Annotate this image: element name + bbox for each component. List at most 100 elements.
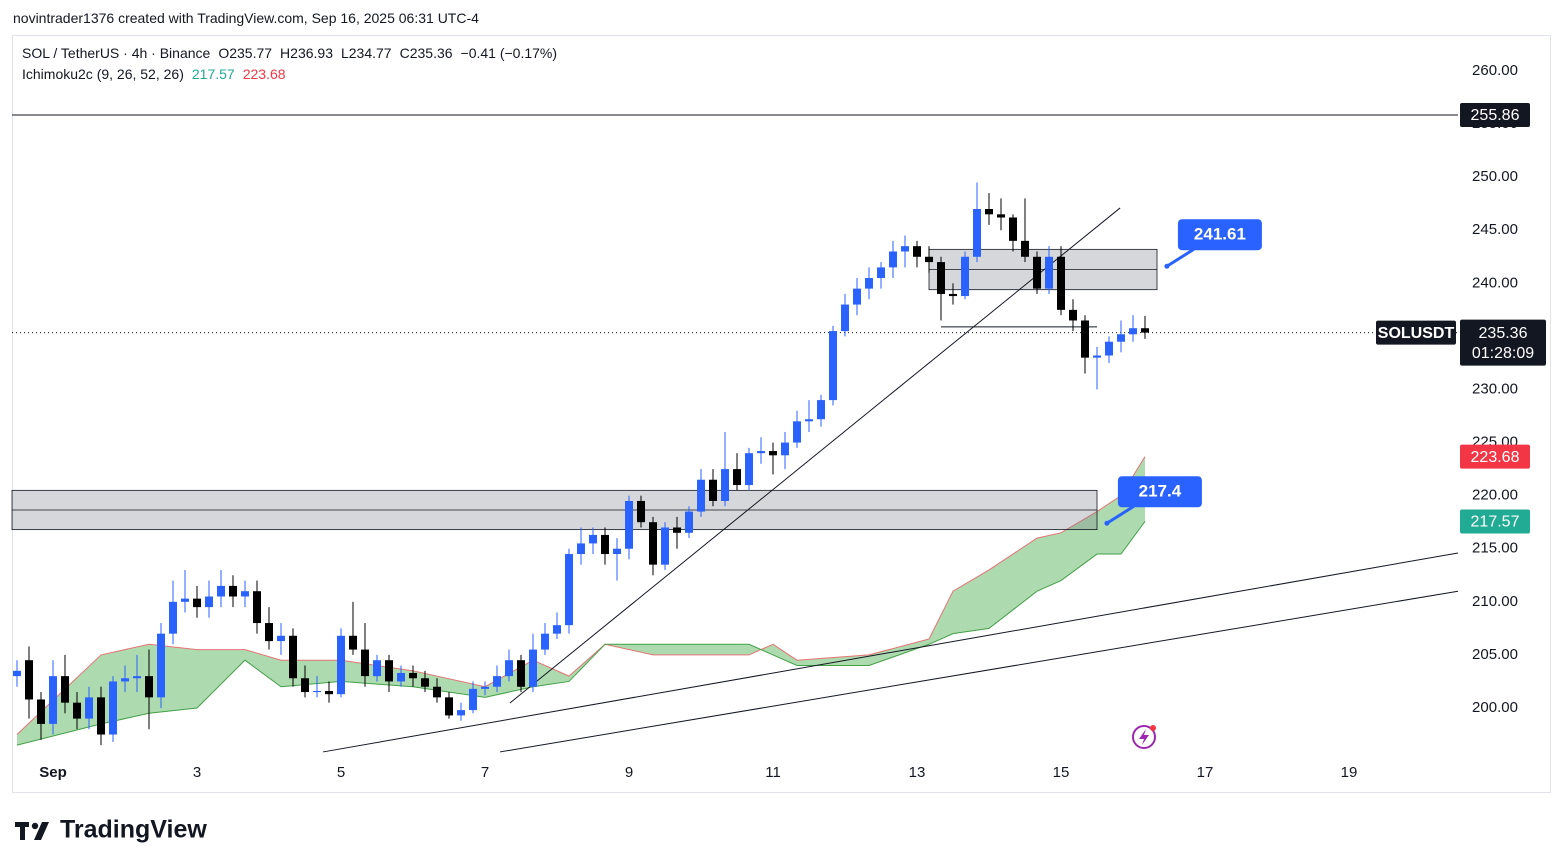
candle-body [913,246,922,257]
trendline [499,590,1459,753]
candle-body [1033,256,1042,289]
candle-body [565,554,574,626]
annotation-label: 217.4 [1139,482,1182,501]
candle-body [481,686,490,689]
candle-body [877,267,886,279]
x-tick-label: 9 [625,764,633,781]
span-a-badge-bg [1460,444,1530,469]
hline-badge: 255.86 [1471,107,1520,124]
candle-body [421,678,430,687]
price-badge-bg [1460,319,1546,366]
lightning-icon [1132,725,1156,749]
x-tick-label: 3 [193,764,201,781]
candle-body [349,635,358,650]
span-b-line [16,521,1146,746]
candle-body [121,678,130,682]
x-tick-label: 17 [1197,764,1214,781]
candle-body [589,534,598,544]
candle-body [829,331,838,401]
annotation-arrow [1106,504,1135,525]
indicator-value: 223.68 [242,66,286,82]
candle-body [361,649,370,677]
annotation-arrow [1166,247,1195,268]
x-tick-label: 5 [337,764,345,781]
trendline [322,552,1459,753]
x-tick-label: Sep [39,764,67,781]
candle-body [505,660,514,677]
candle-body [709,479,718,501]
candle-body [1081,320,1090,358]
candle-body [853,288,862,305]
annotation-label: 241.61 [1194,225,1246,244]
candle-body [985,209,994,215]
candle-body [13,670,22,677]
candle-body [253,591,262,624]
ohlc-change: −0.41 (−0.17%) [460,45,558,61]
ohlc-open: O235.77 [218,45,273,61]
candle-body [685,511,694,533]
candle-body [133,676,142,679]
candle-body [229,585,238,597]
price-badge: 235.36 [1479,325,1528,342]
candle-body [553,625,562,634]
ohlc-close: C235.36 [399,45,453,61]
y-tick-label: 215.00 [1472,540,1518,557]
candle-body [1105,341,1114,356]
candle-body [73,702,82,719]
candle-body [1117,334,1126,342]
candle-body [805,419,814,422]
credit: novintrader1376 created with TradingView… [13,10,479,26]
candle-body [1045,256,1054,289]
plot-area: 241.61 217.4 [11,114,1459,753]
hline-badge-bg [1460,102,1530,127]
candle-body [25,660,34,700]
candle-body [217,585,226,597]
candle-body [841,304,850,332]
annotation-box [1177,219,1262,251]
annotation-tip [1164,263,1170,269]
candle-body [493,676,502,687]
span-b-badge: 217.57 [1471,514,1520,531]
x-tick-label: 15 [1053,764,1070,781]
candle-body [1141,328,1150,333]
x-tick-label: 13 [909,764,926,781]
logo-icon [15,822,49,840]
candle-body [901,246,910,252]
countdown: 01:28:09 [1472,345,1534,362]
candle-body [733,469,742,486]
symbol-badge-bg [1376,320,1456,345]
y-tick-label: 210.00 [1472,593,1518,610]
candle-body [1057,256,1066,310]
y-tick-label: 200.00 [1472,699,1518,716]
chart-frame [12,35,1551,793]
x-tick-label: 19 [1341,764,1358,781]
candle-body [889,251,898,268]
candle-body [193,598,202,608]
candle-body [517,660,526,687]
candle-body [313,690,322,693]
candle-body [61,676,70,703]
candle-body [673,527,682,533]
candle-body [289,635,298,679]
candle-body [577,543,586,555]
candle-body [925,256,934,263]
candle-body [613,548,622,555]
candle-body [169,601,178,634]
candle-body [181,598,190,602]
candle-body [769,451,778,456]
x-tick-label: 11 [765,764,781,781]
candle-body [97,697,106,735]
span-a-line [16,456,1146,735]
ohlc-low: L234.77 [340,45,392,61]
candle-body [1129,328,1138,335]
indicator-value: 217.57 [191,66,235,82]
y-tick-label: 260.00 [1472,62,1518,79]
candle-body [997,214,1006,218]
y-tick-label: 245.00 [1472,221,1518,238]
candle-body [241,591,250,597]
ohlc-high: H236.93 [280,45,333,61]
candle-body [409,672,418,679]
candle-body [817,400,826,420]
indicator-legend: Ichimoku2c (9, 26, 52, 26) 217.57 223.68 [22,66,294,82]
candle-body [1093,355,1102,358]
